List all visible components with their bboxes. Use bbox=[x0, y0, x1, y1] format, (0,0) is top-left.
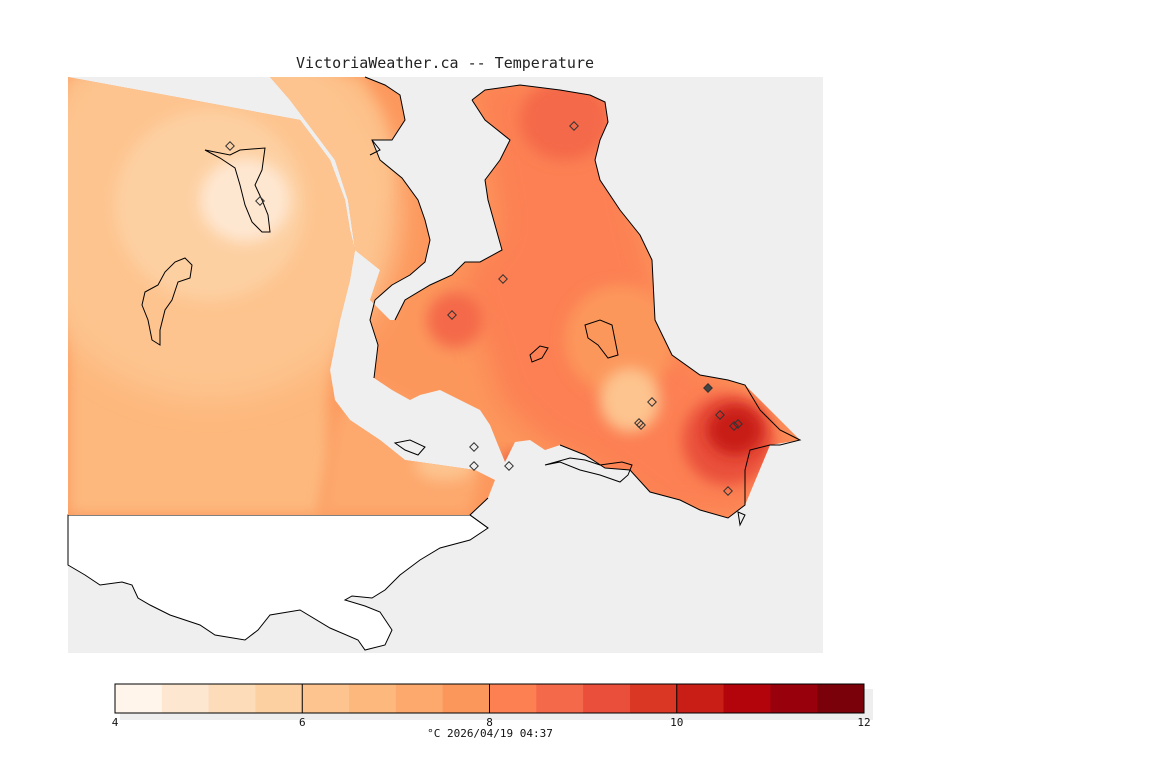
station-marker bbox=[636, 420, 646, 430]
coastlines bbox=[364, 76, 802, 529]
colorbar-swatch bbox=[208, 684, 256, 713]
station-markers bbox=[225, 121, 743, 496]
colorbar-swatch bbox=[817, 684, 865, 713]
colorbar-swatch bbox=[723, 684, 771, 713]
colorbar-swatch bbox=[395, 684, 444, 713]
colorbar-swatch bbox=[115, 684, 163, 713]
colorbar-swatch bbox=[255, 684, 303, 713]
colorbar-tick-label: 4 bbox=[112, 716, 119, 729]
station-marker bbox=[647, 397, 657, 407]
colorbar: 4 6 8 10 12 bbox=[112, 683, 873, 729]
station-marker bbox=[723, 486, 733, 496]
colorbar-tick-label: 10 bbox=[670, 716, 683, 729]
islands bbox=[141, 147, 746, 527]
colorbar-swatch bbox=[302, 684, 350, 713]
colorbar-swatch bbox=[442, 684, 490, 713]
station-marker bbox=[729, 421, 739, 431]
station-marker bbox=[498, 274, 508, 284]
colorbar-tick-label: 12 bbox=[857, 716, 870, 729]
station-marker bbox=[703, 383, 713, 393]
station-marker bbox=[715, 410, 725, 420]
colorbar-swatch bbox=[583, 684, 631, 713]
station-marker bbox=[733, 419, 743, 429]
colorbar-tick-label: 8 bbox=[486, 716, 493, 729]
colorbar-ticks: 4 6 8 10 12 bbox=[112, 684, 871, 729]
colorbar-swatches bbox=[115, 684, 865, 713]
colorbar-swatch bbox=[770, 684, 818, 713]
station-marker bbox=[447, 310, 457, 320]
station-marker bbox=[504, 461, 514, 471]
station-marker bbox=[225, 141, 235, 151]
colorbar-caption: °C 2026/04/19 04:37 bbox=[427, 727, 553, 740]
colorbar-swatch bbox=[349, 684, 397, 713]
colorbar-swatch bbox=[536, 684, 584, 713]
mainland-unmapped bbox=[67, 514, 489, 651]
map-title: VictoriaWeather.ca -- Temperature bbox=[295, 54, 594, 72]
station-marker bbox=[469, 442, 479, 452]
station-marker bbox=[469, 461, 479, 471]
colorbar-swatch bbox=[161, 684, 210, 713]
colorbar-swatch bbox=[676, 684, 725, 713]
station-marker bbox=[255, 196, 265, 206]
colorbar-swatch bbox=[489, 684, 537, 713]
colorbar-swatch bbox=[629, 684, 678, 713]
station-marker bbox=[569, 121, 579, 131]
colorbar-tick-label: 6 bbox=[299, 716, 306, 729]
